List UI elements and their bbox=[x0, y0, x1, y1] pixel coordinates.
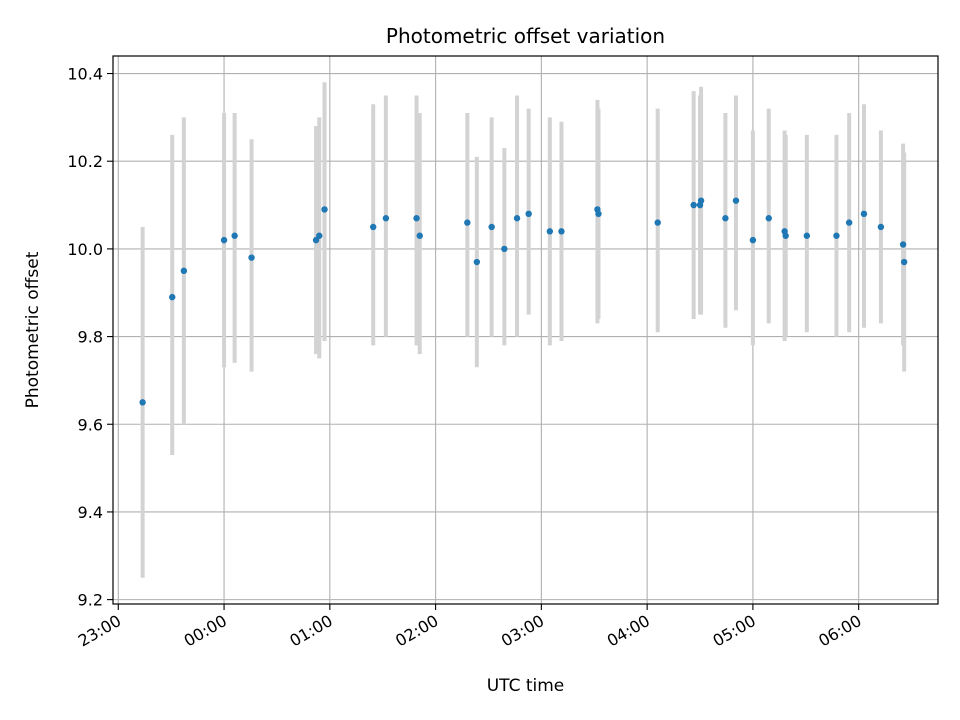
data-point bbox=[473, 258, 481, 266]
data-point bbox=[860, 210, 868, 218]
data-point bbox=[845, 219, 853, 226]
x-tick-label: 05:00 bbox=[709, 611, 758, 651]
x-tick-label: 02:00 bbox=[392, 611, 441, 651]
data-points bbox=[139, 197, 908, 406]
x-axis-label: UTC time bbox=[487, 676, 565, 696]
data-point bbox=[139, 399, 146, 406]
data-point bbox=[416, 232, 423, 239]
grid bbox=[113, 56, 938, 604]
x-tick-label: 06:00 bbox=[815, 611, 864, 651]
data-point bbox=[382, 215, 390, 222]
data-point bbox=[877, 223, 885, 231]
x-tick-label: 23:00 bbox=[75, 611, 124, 651]
y-tick-label: 9.4 bbox=[78, 503, 103, 522]
data-point bbox=[546, 228, 554, 235]
data-point bbox=[413, 215, 420, 222]
data-point bbox=[558, 228, 565, 235]
data-point bbox=[900, 258, 908, 266]
chart-title: Photometric offset variation bbox=[386, 24, 665, 48]
y-tick-label: 9.6 bbox=[78, 415, 103, 434]
plot-frame bbox=[112, 55, 939, 605]
x-tick-label: 00:00 bbox=[181, 611, 230, 651]
data-point bbox=[525, 210, 532, 218]
data-point bbox=[321, 206, 328, 213]
y-tick-label: 10.4 bbox=[67, 65, 103, 84]
data-point bbox=[464, 219, 471, 226]
y-tick-label: 10.2 bbox=[67, 152, 103, 171]
data-point bbox=[220, 236, 228, 244]
data-point bbox=[513, 215, 521, 222]
x-tick-label: 01:00 bbox=[286, 611, 335, 651]
data-point bbox=[369, 223, 377, 231]
data-point bbox=[765, 215, 772, 222]
data-point bbox=[690, 201, 697, 209]
y-tick-label: 9.2 bbox=[78, 591, 103, 610]
data-point bbox=[749, 236, 757, 244]
data-point bbox=[180, 267, 188, 275]
data-point bbox=[722, 215, 729, 222]
data-point bbox=[654, 219, 661, 226]
data-point bbox=[248, 254, 255, 261]
y-axis-label: Photometric offset bbox=[23, 251, 43, 408]
y-tick-label: 9.8 bbox=[78, 328, 103, 347]
error-bars bbox=[140, 82, 907, 578]
data-point bbox=[316, 232, 323, 239]
data-point bbox=[782, 232, 789, 239]
data-point bbox=[231, 232, 238, 239]
data-point bbox=[595, 210, 602, 218]
data-point bbox=[501, 245, 508, 253]
data-point bbox=[488, 223, 495, 231]
x-tick-label: 03:00 bbox=[498, 611, 547, 651]
data-point bbox=[169, 293, 176, 301]
data-point bbox=[803, 232, 811, 239]
x-tick-label: 04:00 bbox=[604, 611, 653, 651]
data-point bbox=[732, 197, 740, 204]
data-point bbox=[833, 232, 840, 239]
y-tick-label: 10.0 bbox=[67, 240, 103, 259]
data-point bbox=[697, 197, 705, 204]
data-point bbox=[899, 241, 907, 248]
